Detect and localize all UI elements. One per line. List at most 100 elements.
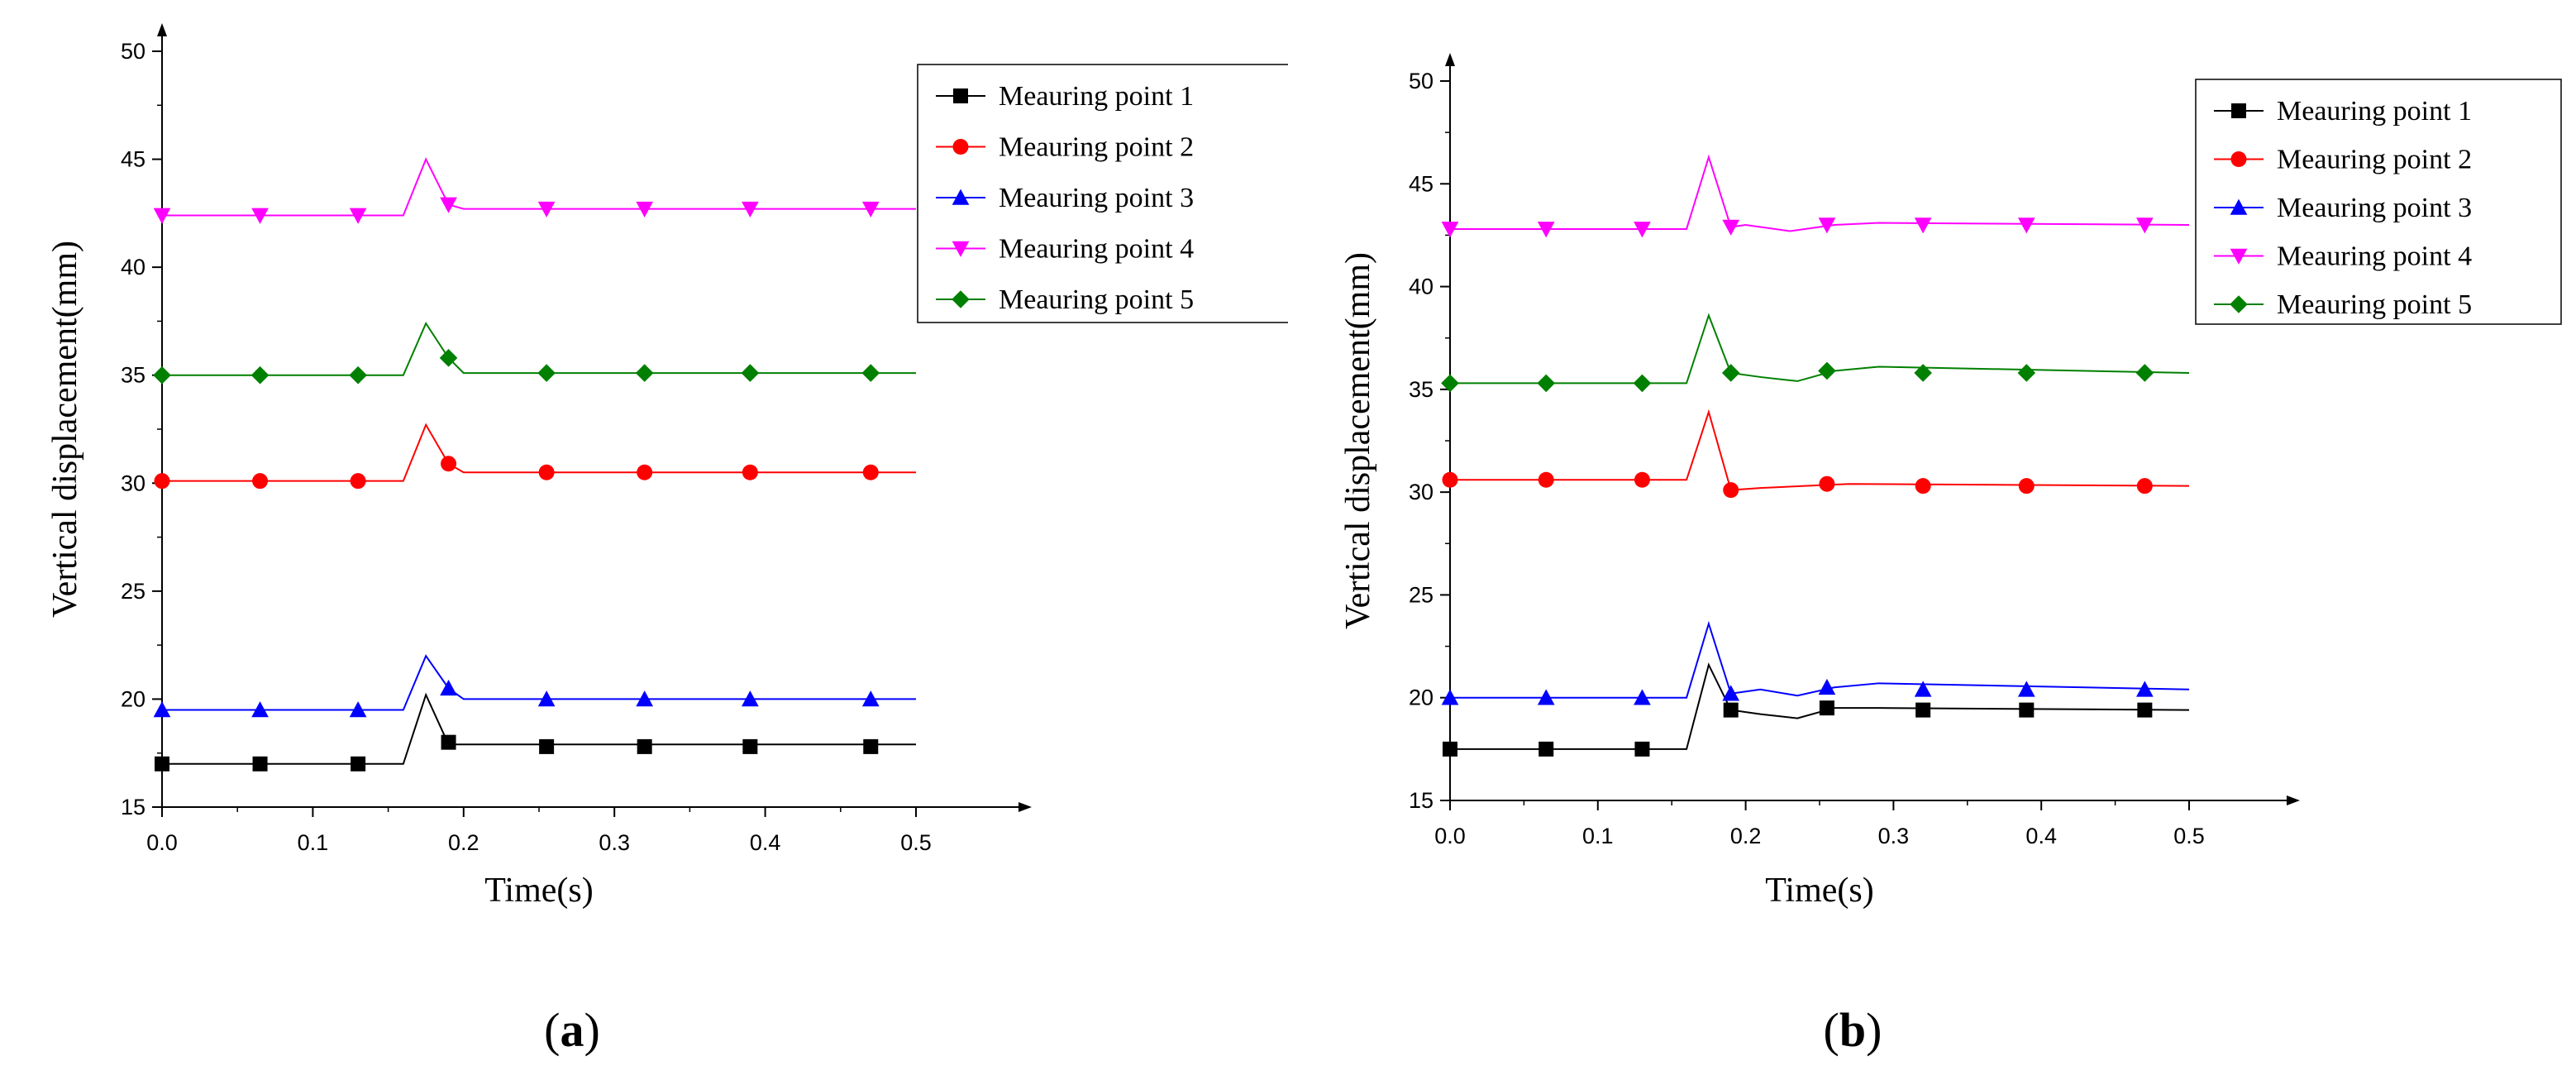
series-2-point bbox=[252, 473, 269, 490]
series-3-point bbox=[2136, 681, 2154, 697]
series-2-point bbox=[441, 456, 457, 472]
series-5-point bbox=[635, 364, 654, 382]
series-1-point bbox=[1538, 741, 1554, 757]
series-3-line bbox=[1450, 620, 2190, 699]
series-5-point bbox=[1441, 374, 1459, 393]
y-axis-arrow bbox=[157, 23, 167, 36]
legend: Meauring point 1 Meauring point 2 Meauring… bbox=[2195, 79, 2562, 325]
y-tick-label: 15 bbox=[121, 795, 145, 819]
series-2-line bbox=[1450, 408, 2190, 491]
series-5-line bbox=[1450, 313, 2190, 385]
x-tick-label: 0.2 bbox=[1730, 824, 1762, 848]
series-1-point bbox=[863, 738, 879, 754]
legend-marker bbox=[952, 189, 970, 205]
series-3-point bbox=[251, 701, 269, 718]
series-1-point bbox=[155, 756, 169, 772]
series-3-point bbox=[1634, 689, 1651, 705]
y-tick-label: 25 bbox=[1409, 582, 1433, 607]
chart-b: 15 20 25 30 35 40 45 50 0.0 0.1 0.2 0.3 0.4 0.5 Time(s… bbox=[1339, 53, 2562, 1057]
series-1-point bbox=[1819, 700, 1834, 716]
series-2-point bbox=[1634, 471, 1650, 488]
y-tick-label: 35 bbox=[1409, 377, 1433, 402]
axes: 15 20 25 30 35 40 45 50 0.0 0.1 0.2 0.3 0.4 0.5 bbox=[1409, 53, 2300, 848]
y-tick-label: 50 bbox=[121, 39, 145, 64]
series-1 bbox=[155, 692, 916, 772]
legend-box bbox=[917, 64, 1288, 323]
series-3-point bbox=[537, 690, 556, 707]
y-tick-label: 30 bbox=[121, 471, 145, 495]
legend-label: Meauring point 5 bbox=[2277, 289, 2472, 320]
series-4-point bbox=[742, 201, 759, 217]
series-5-point bbox=[861, 364, 880, 382]
series-3-point bbox=[2017, 681, 2035, 697]
legend-marker bbox=[2230, 151, 2247, 167]
panel-label: (a) bbox=[544, 1003, 600, 1057]
series-4-point bbox=[537, 201, 556, 217]
series-3-point bbox=[153, 701, 171, 718]
series-5-point bbox=[153, 366, 171, 385]
x-tick-label: 0.4 bbox=[2025, 824, 2057, 848]
series-4-point bbox=[861, 201, 880, 217]
series-5-line bbox=[162, 321, 916, 376]
series-3-point bbox=[636, 690, 654, 707]
series-1-point bbox=[2137, 702, 2153, 718]
legend-label: Meauring point 4 bbox=[999, 234, 1194, 265]
series-3-point bbox=[1441, 689, 1459, 705]
y-tick-label: 45 bbox=[121, 147, 145, 172]
y-tick-label: 50 bbox=[1409, 69, 1433, 93]
legend-label: Meauring point 2 bbox=[999, 132, 1194, 163]
series-3-line bbox=[162, 654, 916, 711]
series-4-point bbox=[2017, 217, 2035, 234]
series-4-point bbox=[1722, 219, 1740, 236]
x-axis-title: Time(s) bbox=[1765, 872, 1873, 910]
series-2-point bbox=[1442, 471, 1458, 488]
legend-marker bbox=[953, 88, 968, 103]
series-4-point bbox=[1818, 217, 1836, 234]
series-3-point bbox=[349, 701, 367, 718]
legend-marker bbox=[2230, 295, 2248, 313]
panel-label: (b) bbox=[1824, 1003, 1882, 1057]
series-5-point bbox=[349, 366, 367, 385]
series-3-point bbox=[1722, 685, 1740, 701]
series-3 bbox=[1441, 620, 2190, 705]
legend: Meauring point 1 Meauring point 2 Meauring… bbox=[917, 64, 1288, 323]
series-5-point bbox=[2135, 364, 2154, 382]
legend-label: Meauring point 1 bbox=[2277, 96, 2472, 127]
x-tick-label: 0.5 bbox=[900, 830, 932, 855]
series-3-point bbox=[742, 690, 759, 707]
series-1-point bbox=[539, 738, 555, 754]
series-1-point bbox=[1443, 741, 1457, 757]
series-3 bbox=[153, 654, 916, 718]
x-axis-arrow bbox=[1018, 802, 1032, 812]
series-2 bbox=[1442, 408, 2190, 499]
series-5-point bbox=[1537, 374, 1556, 393]
x-axis-arrow bbox=[2287, 796, 2300, 805]
series-2-point bbox=[637, 464, 653, 480]
y-tick-label: 35 bbox=[121, 363, 145, 388]
series-5-point bbox=[1633, 374, 1652, 393]
series-4-point bbox=[636, 201, 654, 217]
y-tick-label: 20 bbox=[1409, 686, 1433, 710]
series-4-point bbox=[1441, 222, 1459, 238]
y-tick-label: 25 bbox=[121, 579, 145, 604]
x-axis-title: Time(s) bbox=[484, 872, 593, 910]
series-1 bbox=[1443, 662, 2190, 757]
series-3-point bbox=[861, 690, 880, 707]
y-tick-label: 40 bbox=[121, 255, 145, 280]
series-2-point bbox=[742, 464, 758, 480]
y-axis-title: Vertical displacement(mm) bbox=[46, 241, 84, 618]
y-axis-title: Vertical displacement(mm) bbox=[1339, 252, 1377, 629]
series-4-line bbox=[162, 157, 916, 217]
series-2-point bbox=[1723, 482, 1739, 499]
series-4-point bbox=[440, 197, 457, 213]
series-1-point bbox=[1723, 702, 1739, 718]
legend-label: Meauring point 1 bbox=[999, 81, 1194, 112]
series-1-point bbox=[1634, 741, 1650, 757]
series-3-point bbox=[1818, 678, 1836, 695]
series-4-point bbox=[153, 208, 171, 224]
series-5-point bbox=[439, 349, 458, 367]
series-2-point bbox=[862, 464, 879, 480]
series-5-point bbox=[250, 366, 270, 385]
series-4-line bbox=[1450, 154, 2190, 232]
series-2 bbox=[154, 423, 916, 490]
